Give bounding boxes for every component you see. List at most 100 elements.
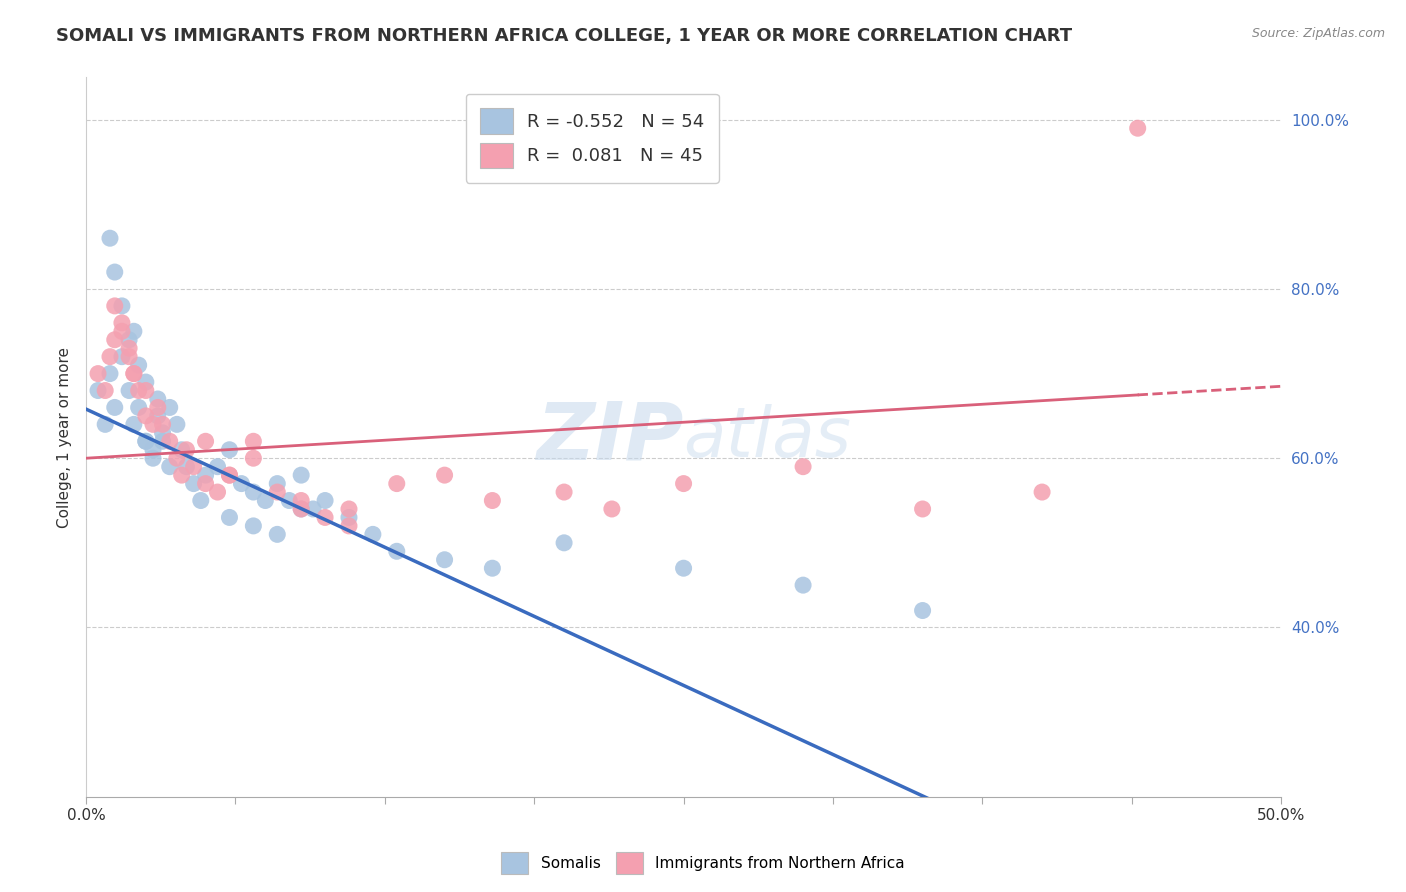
Point [152, 425, 174, 440]
Point [111, 324, 134, 338]
Point [290, 502, 312, 516]
Point [135, 409, 157, 423]
Point [183, 459, 205, 474]
Point [111, 316, 134, 330]
Point [98, 367, 121, 381]
Point [159, 401, 181, 415]
Point [128, 384, 150, 398]
Text: atlas: atlas [683, 403, 852, 471]
Point [152, 417, 174, 432]
Point [146, 401, 169, 415]
Point [142, 442, 165, 457]
Point [142, 417, 165, 432]
Point [146, 392, 169, 406]
Point [135, 434, 157, 449]
Point [176, 459, 198, 474]
Point [152, 434, 174, 449]
Point [792, 578, 814, 592]
Point [337, 519, 360, 533]
Point [111, 350, 134, 364]
Point [433, 553, 456, 567]
Point [911, 502, 934, 516]
Point [135, 384, 157, 398]
Point [385, 544, 408, 558]
Point [553, 536, 575, 550]
Point [104, 333, 127, 347]
Point [266, 485, 288, 500]
Point [242, 485, 264, 500]
Point [231, 476, 253, 491]
Point [266, 527, 288, 541]
Point [242, 451, 264, 466]
Point [194, 476, 217, 491]
Point [176, 442, 198, 457]
Point [170, 468, 193, 483]
Legend: R = -0.552   N = 54, R =  0.081   N = 45: R = -0.552 N = 54, R = 0.081 N = 45 [465, 94, 718, 183]
Point [278, 493, 301, 508]
Point [672, 561, 695, 575]
Point [290, 468, 312, 483]
Point [266, 476, 288, 491]
Point [166, 451, 188, 466]
Point [207, 485, 229, 500]
Point [254, 493, 277, 508]
Point [911, 603, 934, 617]
Point [242, 434, 264, 449]
Y-axis label: College, 1 year or more: College, 1 year or more [58, 347, 72, 527]
Point [146, 409, 169, 423]
Point [290, 493, 312, 508]
Text: ZIP: ZIP [536, 398, 683, 476]
Point [98, 231, 121, 245]
Point [104, 299, 127, 313]
Point [194, 468, 217, 483]
Point [302, 502, 325, 516]
Point [94, 384, 117, 398]
Point [170, 442, 193, 457]
Point [111, 299, 134, 313]
Point [600, 502, 623, 516]
Point [385, 476, 408, 491]
Point [118, 333, 141, 347]
Point [122, 324, 145, 338]
Point [87, 367, 110, 381]
Point [87, 384, 110, 398]
Point [1126, 121, 1149, 136]
Point [207, 459, 229, 474]
Point [190, 493, 212, 508]
Point [314, 510, 336, 524]
Point [128, 358, 150, 372]
Point [1031, 485, 1053, 500]
Point [166, 417, 188, 432]
Point [433, 468, 456, 483]
Point [142, 451, 165, 466]
Point [218, 442, 240, 457]
Point [194, 434, 217, 449]
Point [183, 476, 205, 491]
Point [98, 350, 121, 364]
Point [242, 519, 264, 533]
Point [128, 401, 150, 415]
Point [135, 375, 157, 389]
Point [118, 341, 141, 355]
Point [481, 493, 503, 508]
Point [218, 468, 240, 483]
Point [122, 367, 145, 381]
Point [337, 502, 360, 516]
Point [118, 350, 141, 364]
Point [118, 384, 141, 398]
Point [553, 485, 575, 500]
Point [792, 459, 814, 474]
Point [159, 459, 181, 474]
Point [122, 367, 145, 381]
Point [361, 527, 384, 541]
Text: SOMALI VS IMMIGRANTS FROM NORTHERN AFRICA COLLEGE, 1 YEAR OR MORE CORRELATION CH: SOMALI VS IMMIGRANTS FROM NORTHERN AFRIC… [56, 27, 1073, 45]
Point [218, 468, 240, 483]
Point [94, 417, 117, 432]
Point [337, 510, 360, 524]
Point [122, 417, 145, 432]
Point [135, 434, 157, 449]
Point [314, 493, 336, 508]
Point [290, 502, 312, 516]
Point [159, 434, 181, 449]
Point [481, 561, 503, 575]
